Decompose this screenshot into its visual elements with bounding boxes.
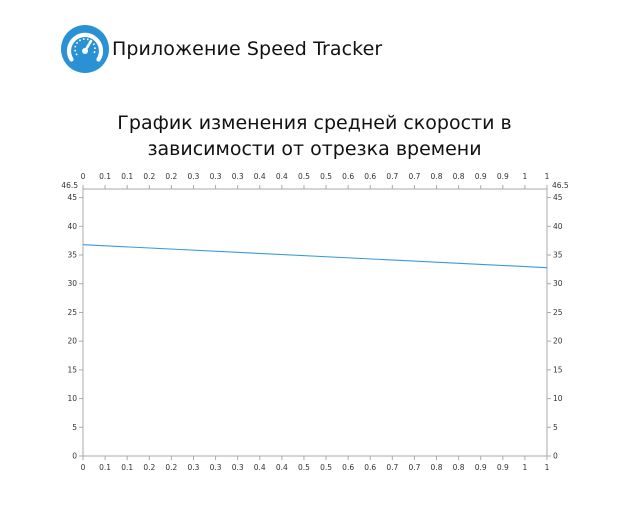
y-right-tick-label: 35 <box>553 251 563 260</box>
x-bottom-tick-label: 0 <box>81 463 86 472</box>
x-bottom-tick-label: 0.8 <box>431 463 443 472</box>
app-title: Приложение Speed Tracker <box>112 38 383 60</box>
x-top-tick-label: 0.8 <box>431 172 443 181</box>
x-top-tick-label: 0.1 <box>99 172 111 181</box>
y-left-tick-label: 40 <box>67 222 77 231</box>
x-top-tick-label: 1 <box>545 172 550 181</box>
x-bottom-tick-label: 0.5 <box>298 463 310 472</box>
y-left-tick-label: 30 <box>67 279 77 288</box>
x-bottom-tick-label: 0.7 <box>386 463 398 472</box>
x-top-tick-label: 0.1 <box>121 172 133 181</box>
y-right-tick-label: 40 <box>553 222 563 231</box>
chart-title-line-1: График изменения средней скорости в <box>117 112 512 134</box>
x-bottom-tick-label: 0.2 <box>143 463 155 472</box>
y-right-tick-label: 0 <box>553 452 558 461</box>
x-top-tick-label: 0.4 <box>276 172 288 181</box>
x-bottom-tick-label: 0.4 <box>276 463 288 472</box>
x-top-tick-label: 0.6 <box>364 172 376 181</box>
x-top-tick-label: 0.3 <box>188 172 200 181</box>
x-bottom-tick-label: 0.9 <box>497 463 509 472</box>
series-line <box>82 244 548 269</box>
chart-title: График изменения средней скорости в зави… <box>0 110 629 162</box>
y-left-tick-label: 5 <box>72 423 77 432</box>
y-right-tick-label: 15 <box>553 365 563 374</box>
y-left-tick-label: 45 <box>67 193 77 202</box>
y-left-tick-label: 15 <box>67 365 77 374</box>
y-left-max-label: 46.5 <box>61 181 78 190</box>
x-bottom-tick-label: 1 <box>545 463 550 472</box>
x-bottom-tick-label: 0.6 <box>342 463 354 472</box>
x-top-tick-label: 0.7 <box>386 172 398 181</box>
y-right-tick-label: 45 <box>553 193 563 202</box>
x-bottom-tick-label: 0.6 <box>364 463 376 472</box>
x-top-tick-label: 0 <box>81 172 86 181</box>
x-top-tick-label: 0.2 <box>165 172 177 181</box>
app-header: Приложение Speed Tracker <box>60 22 382 76</box>
chart-title-line-2: зависимости от отрезка времени <box>147 138 482 160</box>
y-left-tick-label: 10 <box>67 394 77 403</box>
x-bottom-tick-label: 0.1 <box>99 463 111 472</box>
x-bottom-tick-label: 0.3 <box>232 463 244 472</box>
y-left-tick-label: 25 <box>67 308 77 317</box>
y-right-tick-label: 30 <box>553 279 563 288</box>
x-bottom-tick-label: 0.8 <box>453 463 465 472</box>
x-top-tick-label: 0.5 <box>298 172 310 181</box>
x-top-tick-label: 0.5 <box>320 172 332 181</box>
x-top-tick-label: 0.7 <box>408 172 420 181</box>
x-bottom-tick-label: 0.7 <box>408 463 420 472</box>
x-top-tick-label: 0.6 <box>342 172 354 181</box>
y-right-tick-label: 10 <box>553 394 563 403</box>
x-top-tick-label: 1 <box>523 172 528 181</box>
x-top-tick-label: 0.2 <box>143 172 155 181</box>
y-right-tick-label: 25 <box>553 308 563 317</box>
x-bottom-tick-label: 0.1 <box>121 463 133 472</box>
x-bottom-tick-label: 1 <box>523 463 528 472</box>
y-right-tick-label: 20 <box>553 337 563 346</box>
x-bottom-tick-label: 0.9 <box>475 463 487 472</box>
x-top-tick-label: 0.8 <box>453 172 465 181</box>
y-left-tick-label: 20 <box>67 337 77 346</box>
x-bottom-tick-label: 0.3 <box>188 463 200 472</box>
x-top-tick-label: 0.9 <box>475 172 487 181</box>
x-top-tick-label: 0.3 <box>210 172 222 181</box>
y-left-tick-label: 0 <box>72 452 77 461</box>
y-right-tick-label: 5 <box>553 423 558 432</box>
y-right-max-label: 46.5 <box>552 181 569 190</box>
x-top-tick-label: 0.3 <box>232 172 244 181</box>
x-bottom-tick-label: 0.5 <box>320 463 332 472</box>
x-top-tick-label: 0.4 <box>254 172 266 181</box>
x-top-tick-label: 0.9 <box>497 172 509 181</box>
x-bottom-tick-label: 0.4 <box>254 463 266 472</box>
y-left-tick-label: 35 <box>67 251 77 260</box>
speedometer-icon <box>61 25 109 73</box>
x-bottom-tick-label: 0.3 <box>210 463 222 472</box>
x-bottom-tick-label: 0.2 <box>165 463 177 472</box>
